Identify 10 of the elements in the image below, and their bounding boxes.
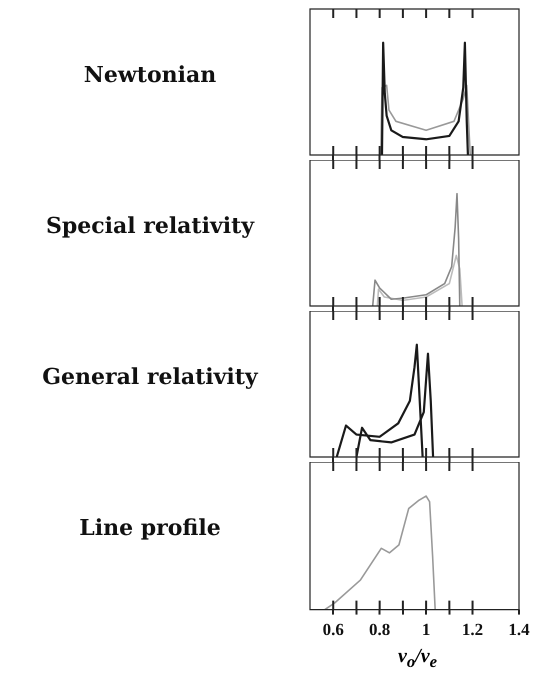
x-tick-label: 0.6 (322, 620, 344, 640)
x-tick-label: 0.8 (369, 620, 390, 640)
x-tick-label: 1.4 (508, 620, 530, 640)
text: General relativity (41, 364, 260, 390)
text: Special relativity (44, 212, 256, 239)
x-tick-label: 1 (422, 620, 430, 640)
x-axis-title: ν$_{o}$/ν$_{e}$ (396, 645, 438, 672)
text: Newtonian (82, 62, 218, 88)
text: Line profile (78, 514, 222, 541)
x-tick-label: 1.2 (462, 620, 484, 640)
